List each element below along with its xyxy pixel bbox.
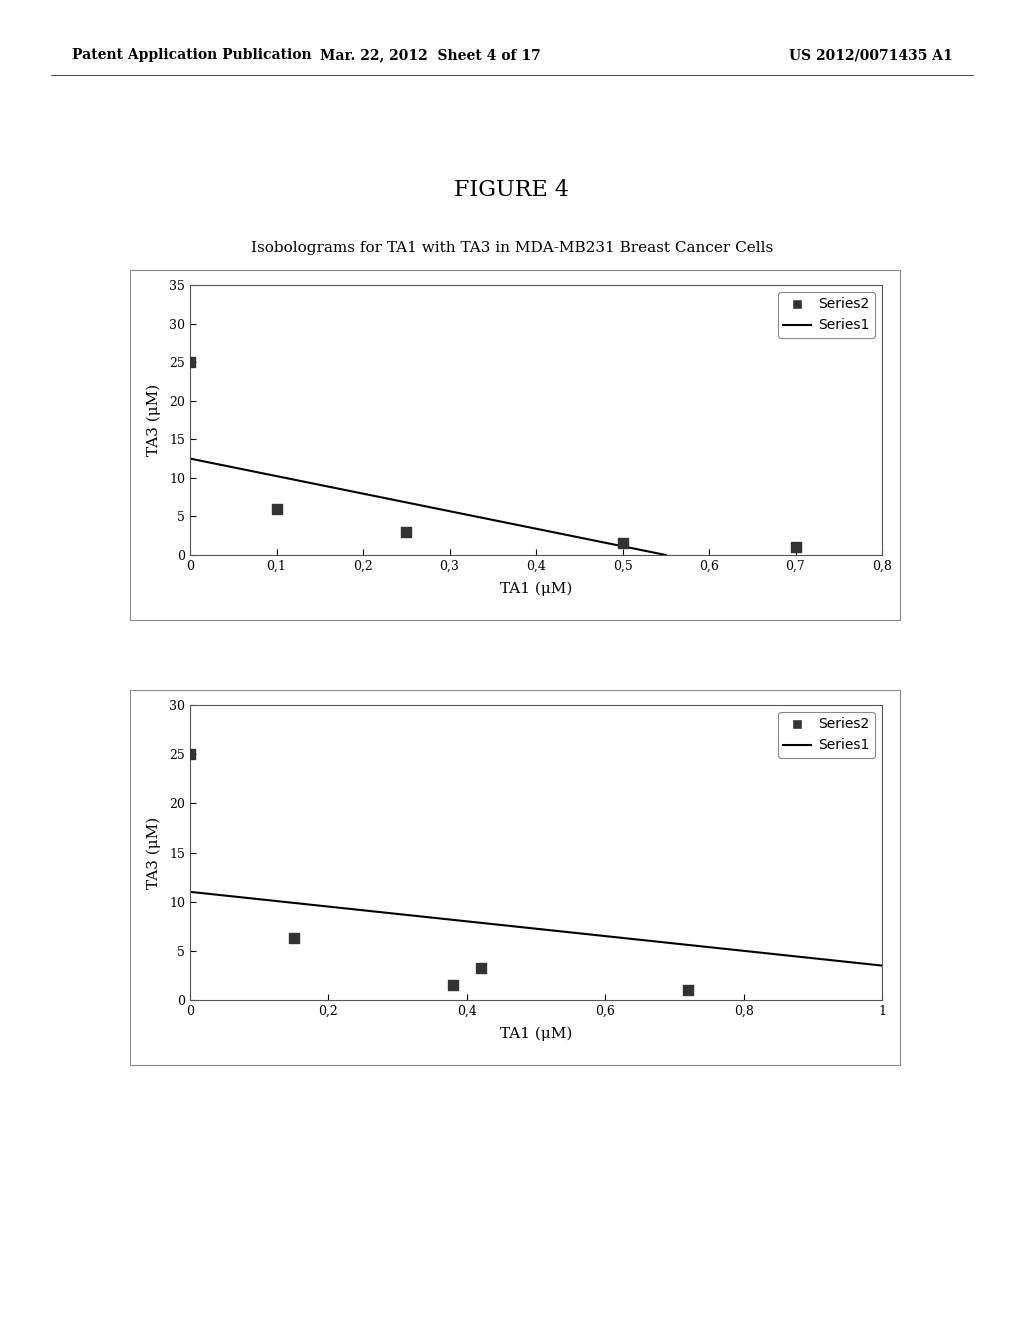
Point <box>286 928 302 949</box>
Text: Mar. 22, 2012  Sheet 4 of 17: Mar. 22, 2012 Sheet 4 of 17 <box>319 49 541 62</box>
Point <box>444 974 461 995</box>
Text: Patent Application Publication: Patent Application Publication <box>72 49 311 62</box>
X-axis label: TA1 (μM): TA1 (μM) <box>500 1026 572 1040</box>
Point <box>398 521 415 543</box>
Text: Isobolograms for TA1 with TA3 in MDA-MB231 Breast Cancer Cells: Isobolograms for TA1 with TA3 in MDA-MB2… <box>251 242 773 255</box>
Legend: Series2, Series1: Series2, Series1 <box>778 292 876 338</box>
Y-axis label: TA3 (μM): TA3 (μM) <box>146 816 161 888</box>
Text: FIGURE 4: FIGURE 4 <box>455 180 569 201</box>
Point <box>787 537 804 558</box>
Point <box>614 533 631 554</box>
Point <box>680 979 696 1001</box>
Point <box>268 498 285 519</box>
Legend: Series2, Series1: Series2, Series1 <box>778 711 876 758</box>
Point <box>182 351 199 372</box>
Text: US 2012/0071435 A1: US 2012/0071435 A1 <box>788 49 952 62</box>
Point <box>472 957 488 978</box>
Point <box>182 743 199 764</box>
X-axis label: TA1 (μM): TA1 (μM) <box>500 581 572 595</box>
Y-axis label: TA3 (μM): TA3 (μM) <box>146 384 161 457</box>
